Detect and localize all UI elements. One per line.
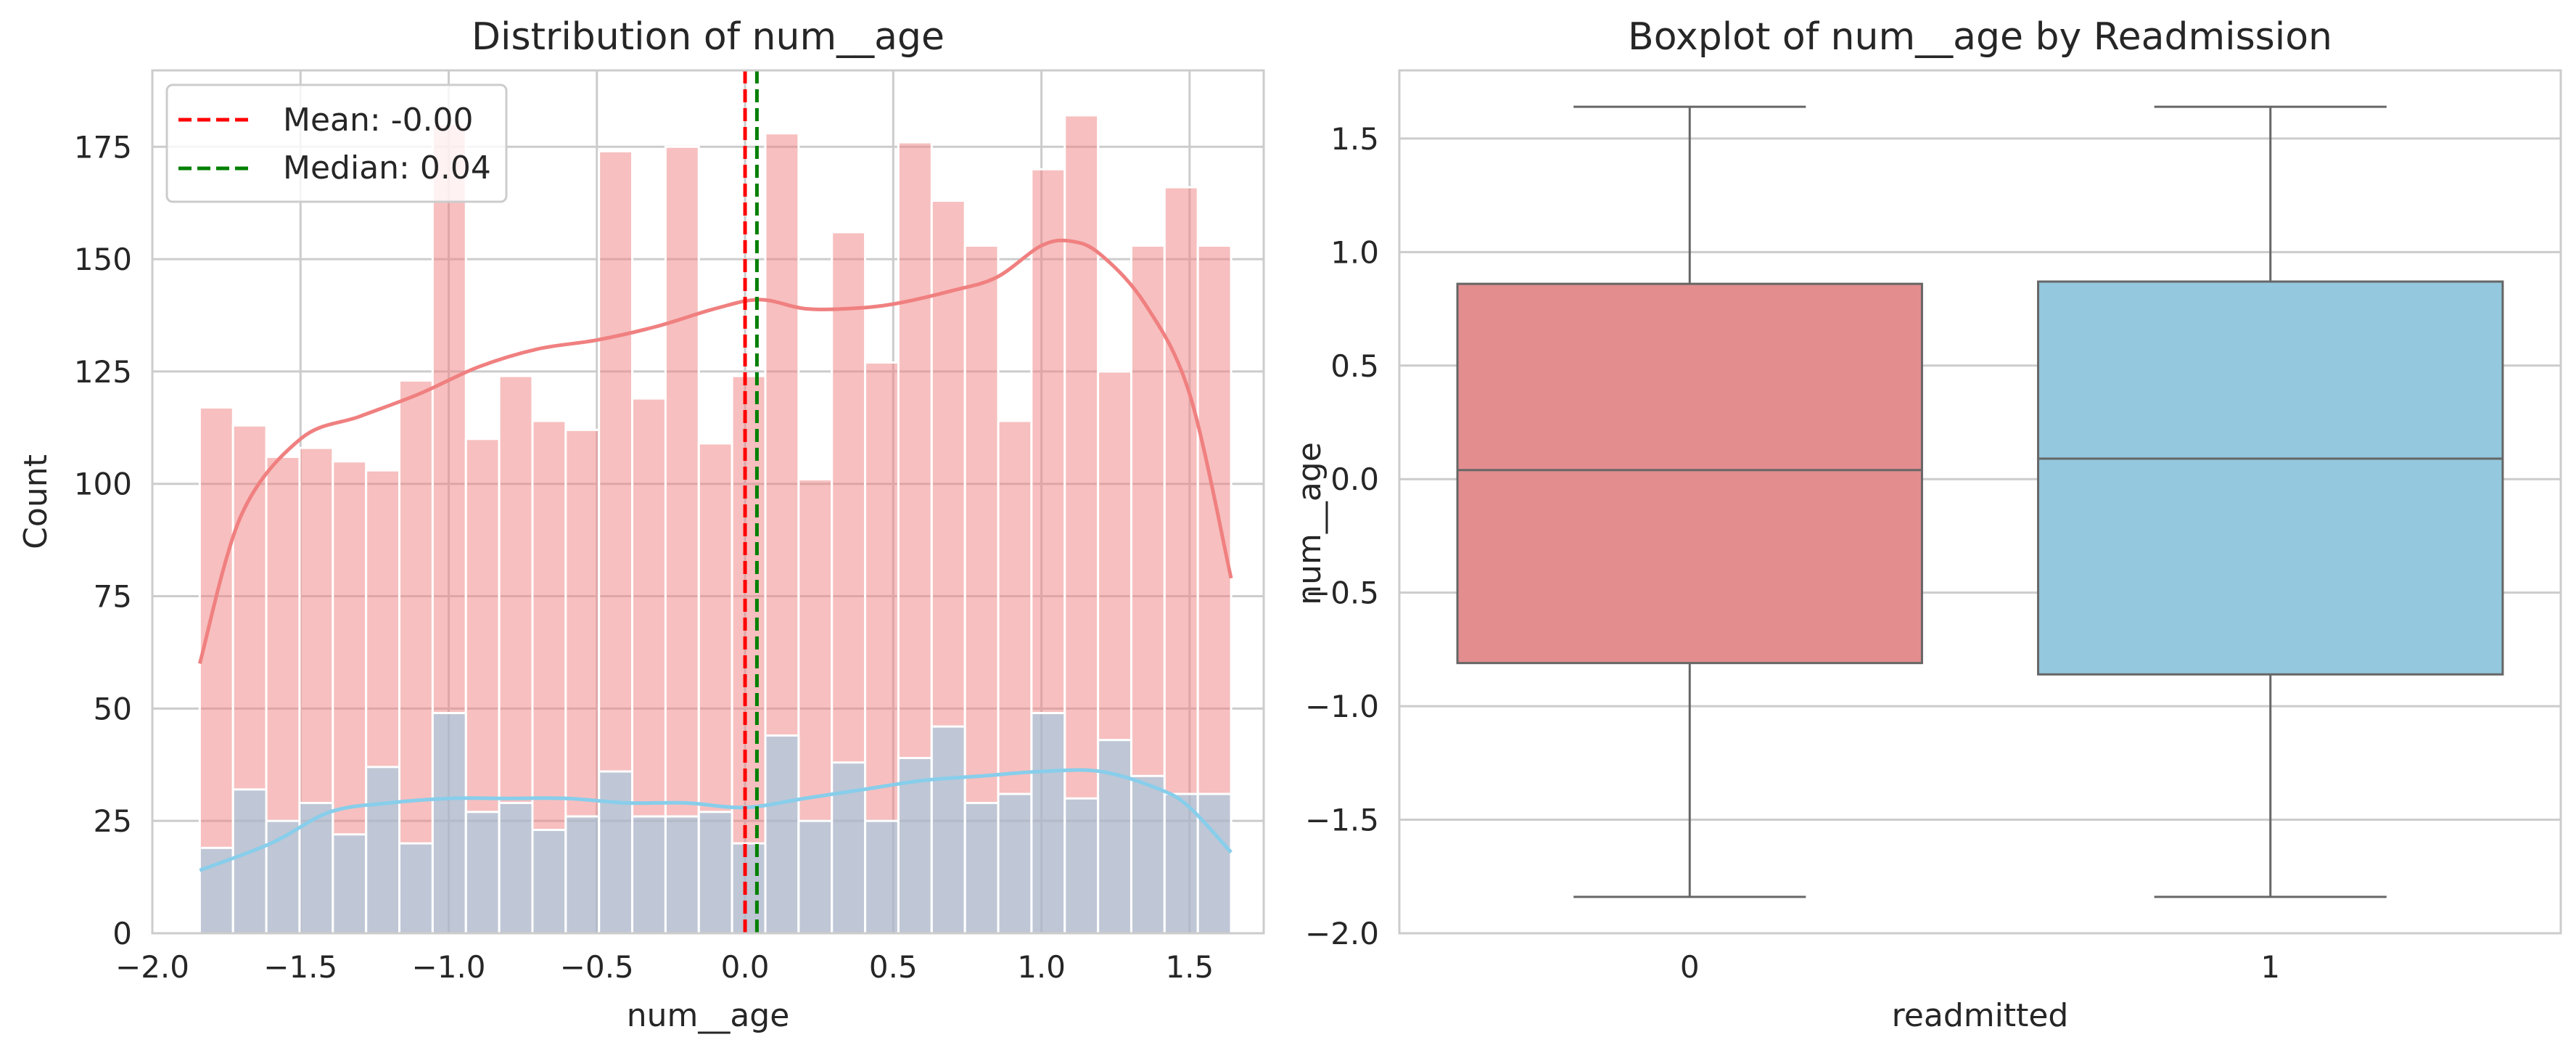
histogram-bar	[731, 842, 767, 935]
histogram-bar	[963, 801, 1000, 935]
x-tick-label: 0.5	[869, 949, 918, 985]
histogram-bar	[498, 801, 534, 935]
y-tick-label: 0.5	[1330, 348, 1379, 384]
histogram-bar	[664, 145, 700, 935]
y-tick-label: 50	[94, 691, 132, 726]
histogram-reference-lines	[743, 70, 759, 933]
histogram-bar	[1063, 114, 1100, 935]
kde-curve	[199, 768, 1233, 872]
y-tick-label: 150	[74, 242, 132, 277]
boxplot-axes-frame	[1398, 69, 2562, 935]
histogram-bar	[864, 819, 900, 935]
histogram-bar	[1163, 792, 1199, 935]
histogram-kde-curves	[197, 238, 1233, 872]
y-tick-label: 0.0	[1330, 462, 1379, 497]
x-tick-label: 0.0	[721, 949, 770, 985]
histogram-bar	[1030, 712, 1066, 935]
y-tick-label: −2.0	[1305, 916, 1379, 951]
y-tick-label: 125	[74, 354, 132, 390]
histogram-bar	[431, 712, 467, 935]
y-tick-label: 75	[94, 579, 132, 615]
boxplot-y-axis-label: num__age	[1291, 442, 1328, 605]
boxplot-boxes	[1456, 105, 2504, 898]
x-tick-label: −1.0	[412, 949, 486, 985]
x-tick-label: −2.0	[115, 949, 189, 985]
y-tick-label: 0	[112, 916, 132, 951]
histogram-bar	[697, 811, 733, 935]
histogram-bar	[398, 379, 434, 935]
x-tick-label: 1.0	[1017, 949, 1066, 985]
histogram-bar	[764, 734, 800, 935]
histogram-bar	[564, 815, 601, 935]
histogram-x-axis-label: num__age	[627, 997, 790, 1034]
legend-median-label: Median: 0.04	[283, 149, 491, 187]
x-tick-label: 0	[1680, 949, 1700, 985]
histogram-y-axis-label: Count	[17, 454, 54, 549]
y-tick-label: 1.0	[1330, 234, 1379, 270]
legend-box	[165, 83, 508, 203]
histogram-bar	[831, 761, 867, 935]
kde-curve	[197, 238, 1233, 665]
histogram-bar	[531, 829, 567, 935]
histogram-bar	[598, 770, 634, 935]
histogram-bar	[1063, 797, 1100, 935]
histogram-bars-series-1	[198, 712, 1233, 935]
x-tick-label: 1.5	[1165, 949, 1214, 985]
histogram-bar	[1196, 792, 1233, 935]
boxplot-y-tick-labels: −2.0 −1.5 −1.0 −0.5 0.0 0.5 1.0 1.5	[1305, 121, 1379, 951]
histogram-bar	[797, 819, 834, 935]
histogram-bar	[930, 725, 966, 935]
histogram-bar	[231, 788, 268, 935]
y-tick-label: −0.5	[1305, 575, 1379, 611]
y-tick-label: 175	[74, 129, 132, 165]
histogram-bar	[1129, 774, 1166, 935]
histogram-title: Distribution of num__age	[472, 15, 945, 59]
histogram-bar	[398, 842, 434, 935]
boxplot-x-axis-label: readmitted	[1892, 997, 2069, 1034]
histogram-bar	[332, 833, 368, 935]
boxplot-title: Boxplot of num__age by Readmission	[1628, 15, 2332, 59]
histogram-y-tick-labels: 0 25 50 75 100 125 150 175	[74, 129, 132, 951]
histogram-x-tick-labels: −2.0 −1.5 −1.0 −0.5 0.0 0.5 1.0 1.5	[115, 949, 1214, 985]
histogram-bar	[298, 801, 334, 935]
histogram-bar	[1097, 739, 1132, 935]
y-tick-label: 25	[94, 803, 132, 839]
y-tick-label: −1.0	[1305, 689, 1379, 724]
y-tick-label: −1.5	[1305, 803, 1379, 838]
box-iqr	[1456, 282, 1923, 665]
histogram-legend: Mean: -0.00 Median: 0.04	[165, 83, 508, 203]
x-tick-label: −1.5	[263, 949, 337, 985]
histogram-bar	[464, 811, 501, 935]
y-tick-label: 1.5	[1330, 121, 1379, 157]
histogram-bar	[997, 792, 1033, 935]
legend-mean-label: Mean: -0.00	[283, 102, 474, 139]
box-iqr	[2037, 280, 2504, 676]
y-tick-label: 100	[74, 467, 132, 502]
histogram-bar	[664, 815, 700, 935]
x-tick-label: 1	[2260, 949, 2280, 985]
histogram-bar	[365, 766, 401, 935]
x-tick-label: −0.5	[560, 949, 634, 985]
histogram-panel: −2.0 −1.5 −1.0 −0.5 0.0 0.5 1.0 1.5 0 25 50 75 100 1…	[17, 15, 1265, 1034]
histogram-axes-frame	[151, 69, 1265, 935]
histogram-bar	[631, 815, 667, 935]
